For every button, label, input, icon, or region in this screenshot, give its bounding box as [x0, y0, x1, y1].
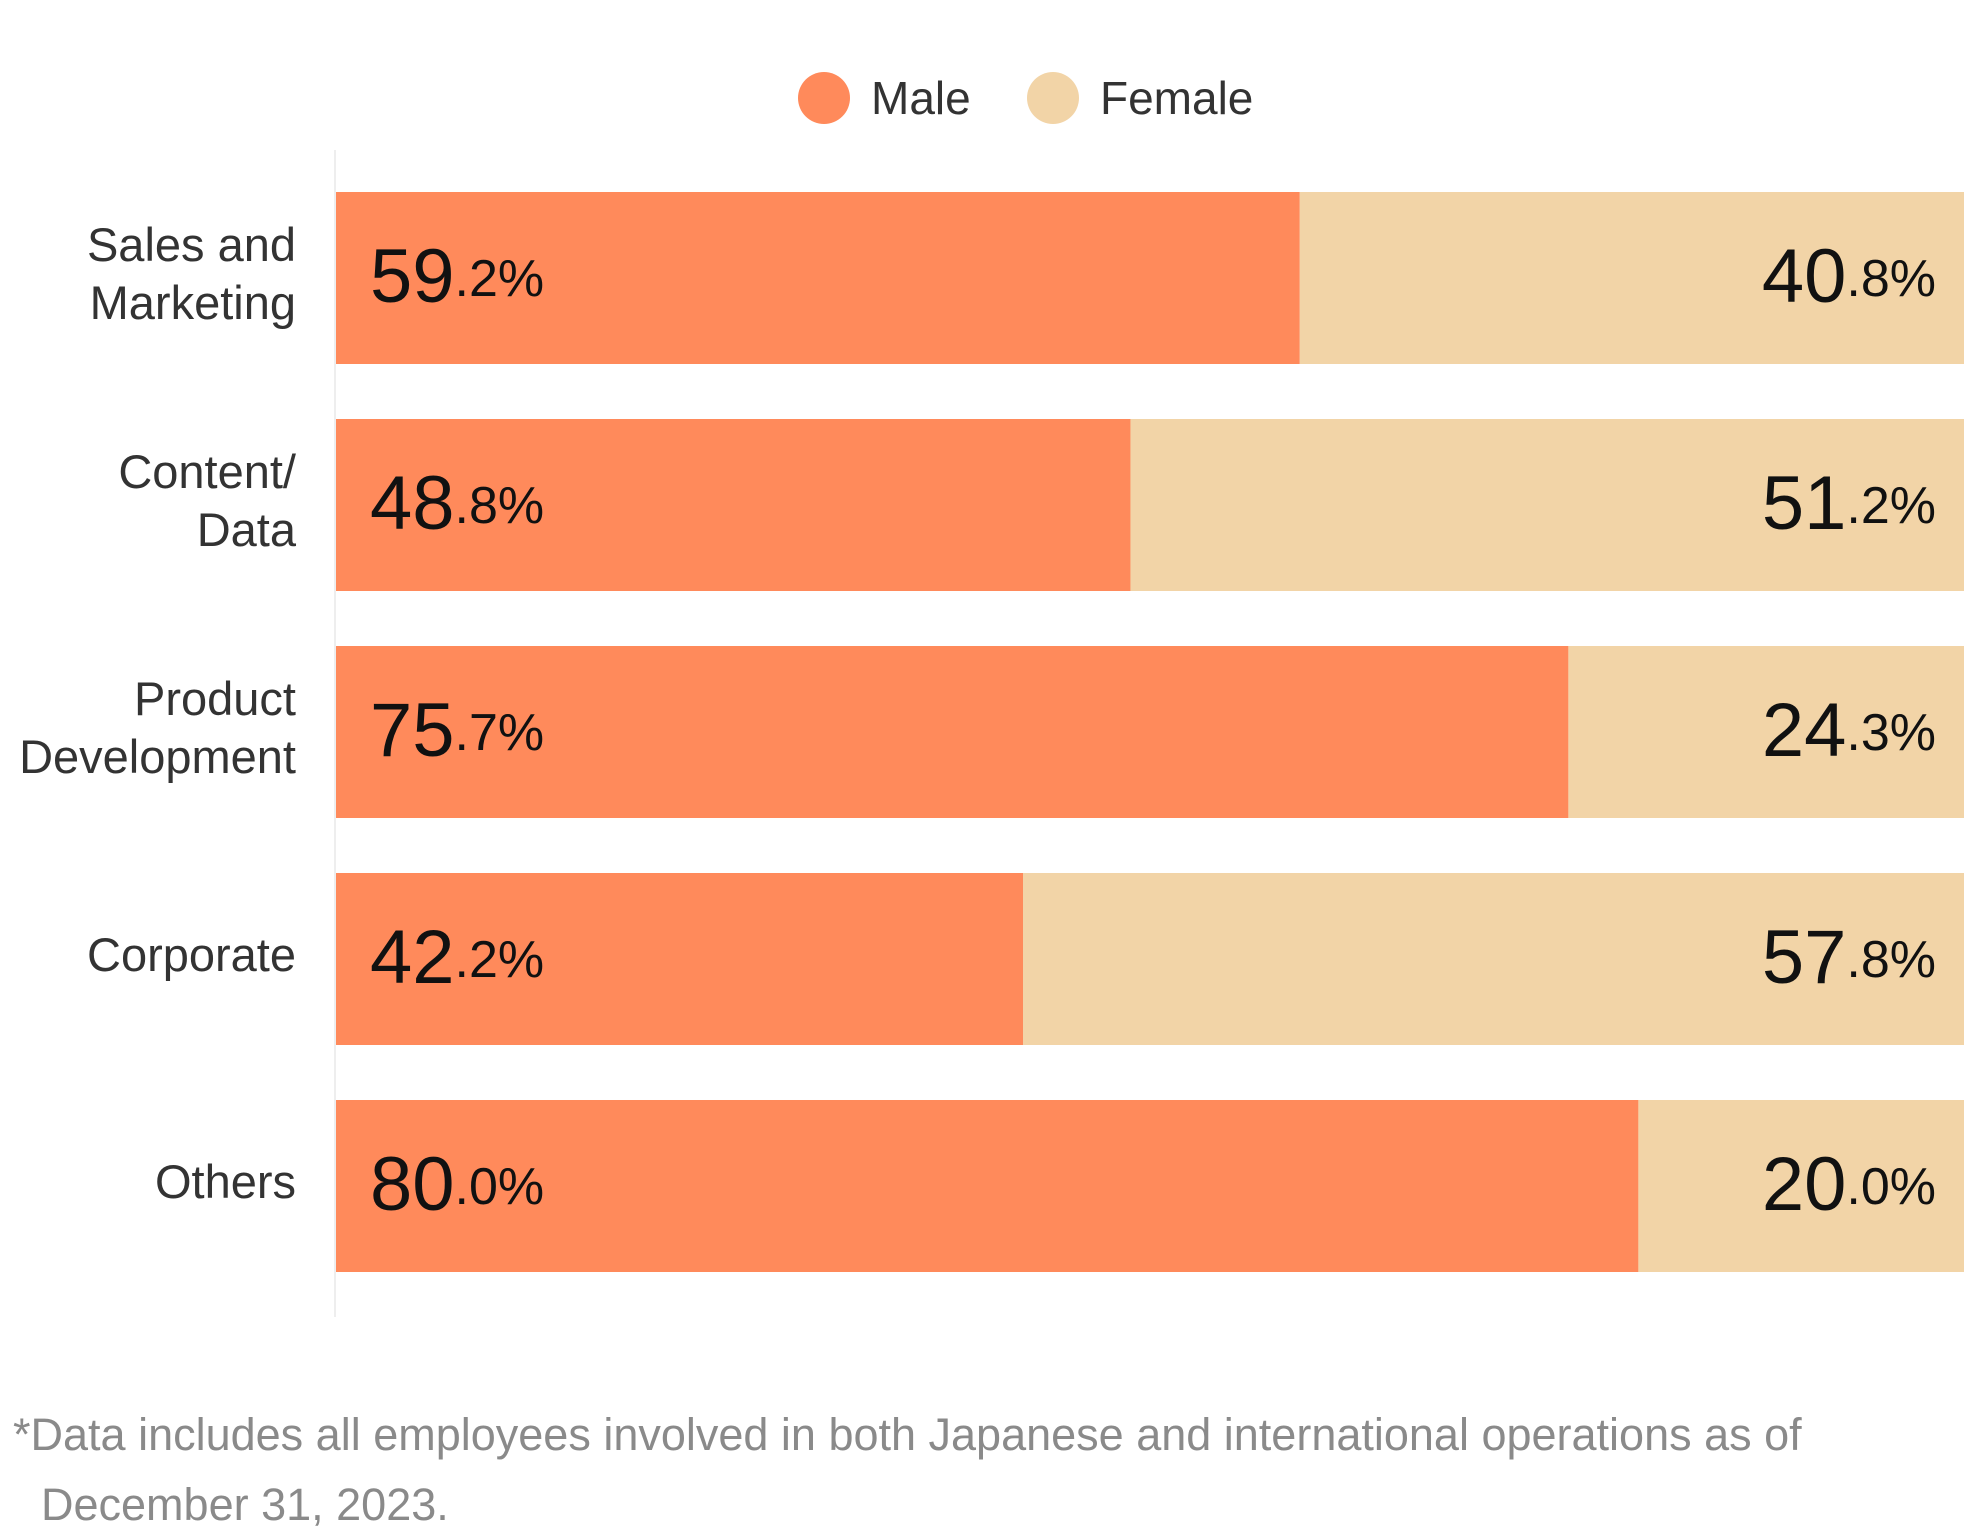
- category-label: Sales and Marketing: [87, 218, 296, 329]
- bar-segment: [1568, 646, 1964, 818]
- bar-segment: [1023, 873, 1964, 1045]
- category-line: Development: [19, 730, 296, 783]
- legend-swatch: [1027, 72, 1079, 124]
- value-label: 40.8%: [1762, 234, 1936, 319]
- category-line: Others: [155, 1155, 296, 1208]
- value-label: 57.8%: [1762, 915, 1936, 1000]
- bar-segment: [336, 192, 1300, 364]
- category-line: Product: [134, 672, 296, 725]
- value-label: 80.0%: [370, 1142, 544, 1227]
- footnote: *Data includes all employees involved in…: [13, 1409, 1802, 1530]
- bar-segment: [336, 419, 1131, 591]
- value-label: 42.2%: [370, 915, 544, 1000]
- bar-segment: [336, 646, 1569, 818]
- legend-label: Female: [1100, 72, 1253, 124]
- value-label: 51.2%: [1762, 461, 1936, 546]
- category-line: Marketing: [90, 276, 296, 329]
- value-label: 24.3%: [1762, 688, 1936, 773]
- bar-segment: [336, 1100, 1639, 1272]
- category-line: Corporate: [87, 928, 296, 981]
- category-label: Others: [155, 1155, 296, 1208]
- value-label: 20.0%: [1762, 1142, 1936, 1227]
- category-line: Sales and: [87, 218, 296, 271]
- legend-swatch: [798, 72, 850, 124]
- category-line: Content/: [118, 445, 297, 498]
- value-label: 59.2%: [370, 234, 544, 319]
- category-label: Product Development: [19, 672, 296, 783]
- chart: Male Female Sales and Marketing 59.2% 40.8% Co…: [19, 72, 1964, 1317]
- bar-segment: [336, 873, 1024, 1045]
- value-label: 75.7%: [370, 688, 544, 773]
- category-label: Content/Data: [118, 445, 297, 556]
- value-label: 48.8%: [370, 461, 544, 546]
- legend-label: Male: [871, 72, 971, 124]
- category-line: Data: [197, 503, 297, 556]
- bar-segment: [1130, 419, 1964, 591]
- category-label: Corporate: [87, 928, 296, 981]
- bar-segment: [1299, 192, 1964, 364]
- bar-segment: [1638, 1100, 1964, 1272]
